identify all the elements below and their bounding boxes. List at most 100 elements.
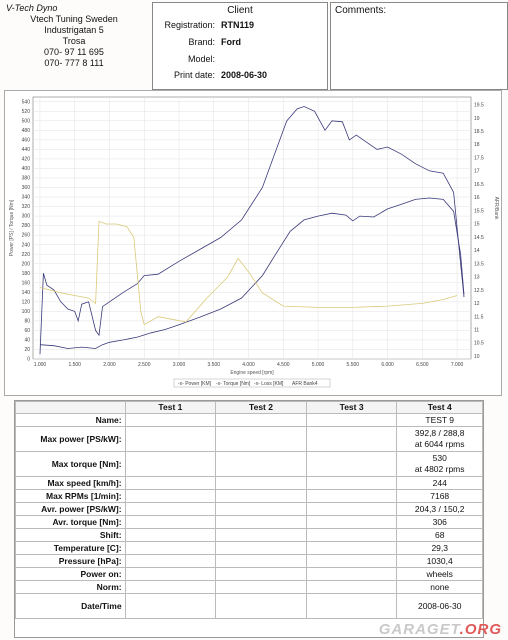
test3-cell	[305, 528, 398, 542]
test2-cell	[215, 502, 307, 516]
y-left-tick-label: 360	[22, 185, 31, 191]
series-line-0	[39, 106, 465, 355]
header-cell: Test 1	[124, 401, 217, 414]
print-date-row: Print date: 2008-06-30	[153, 70, 327, 82]
y-left-tick-label: 300	[22, 214, 31, 220]
test1-cell	[124, 451, 217, 477]
y-right-tick-label: 11.5	[474, 314, 484, 320]
test4-cell: wheels	[396, 567, 483, 581]
company-line: 070- 97 11 695	[44, 47, 104, 57]
test3-cell	[305, 502, 398, 516]
test3-cell	[305, 515, 398, 529]
test4-cell: 392,8 / 288,8 at 6044 rpms	[396, 426, 483, 452]
y-left-tick-label: 180	[22, 271, 31, 277]
x-tick-label: 5.500	[347, 362, 360, 368]
x-tick-label: 1.000	[34, 362, 47, 368]
y-right-tick-label: 17	[474, 169, 480, 175]
row-label: Date/Time	[15, 593, 126, 619]
test3-cell	[305, 413, 398, 427]
test1-cell	[124, 554, 217, 568]
legend-box	[173, 378, 331, 388]
row-label: Name:	[15, 413, 126, 427]
y-right-tick-label: 13.5	[474, 261, 484, 267]
test4-value: 204,3 / 150,2	[414, 503, 465, 514]
y-right-tick-label: 15	[474, 222, 480, 228]
test3-cell	[305, 580, 398, 594]
test4-value: 392,8 / 288,8	[414, 428, 465, 438]
y-left-tick-label: 400	[22, 166, 31, 172]
row-label: Max RPMs [1/min]:	[15, 489, 126, 503]
test3-cell	[305, 489, 398, 503]
x-tick-label: 3.500	[208, 362, 221, 368]
header-cell: Test 2	[215, 401, 307, 414]
test4-cell: TEST 9	[396, 413, 483, 427]
test4-value: 530	[432, 453, 447, 463]
table-row: Max torque [Nm]: 530 at 4802 rpms	[15, 451, 483, 477]
test4-subvalue: at 6044 rpms	[414, 439, 465, 449]
y-right-tick-label: 14	[474, 248, 480, 254]
series-line-1	[39, 197, 465, 349]
company-line: Trosa	[62, 36, 86, 46]
y-right-tick-label: 16	[474, 195, 480, 201]
header-cell	[15, 401, 126, 414]
client-header: Client	[227, 5, 253, 16]
row-label: Max speed [km/h]:	[15, 476, 126, 490]
model-label: Model:	[187, 54, 215, 64]
table-row: Temperature [C]: 29,3	[15, 541, 483, 555]
test4-value: 2008-06-30	[417, 600, 462, 611]
test4-value: 7168	[430, 490, 450, 501]
test3-cell	[305, 541, 398, 555]
x-tick-label: 6.000	[381, 362, 394, 368]
y-right-tick-label: 14.5	[474, 235, 484, 241]
x-tick-label: 4.500	[277, 362, 290, 368]
test3-cell	[305, 593, 398, 619]
test1-cell	[124, 528, 217, 542]
table-row: Shift: 68	[15, 528, 483, 542]
table-row: Pressure [hPa]: 1030,4	[15, 554, 483, 568]
test2-cell	[215, 580, 307, 594]
y-right-tick-label: 11	[474, 327, 479, 333]
table-row: Power on: wheels	[15, 567, 483, 581]
comments-box: Comments:	[330, 2, 508, 90]
y-left-tick-label: 240	[22, 242, 31, 248]
y-left-tick-label: 480	[22, 128, 31, 134]
y-left-tick-label: 420	[22, 157, 31, 163]
x-tick-label: 7.000	[451, 362, 464, 368]
legend-entry: -x- Torque [Nm]	[216, 381, 251, 387]
y-right-axis-label: AFR/Bank	[493, 197, 499, 220]
y-left-tick-label: 380	[22, 176, 31, 182]
y-left-tick-label: 100	[22, 309, 31, 315]
model-row: Model:	[153, 54, 327, 66]
test4-cell: 2008-06-30	[396, 593, 483, 619]
test2-cell	[215, 541, 307, 555]
company-line: 070- 777 8 111	[44, 58, 104, 68]
legend-entry: AFR Bank4	[292, 381, 318, 387]
y-right-tick-label: 18	[474, 142, 480, 148]
test4-cell: 29,3	[396, 541, 483, 555]
y-right-tick-label: 10.5	[474, 341, 484, 347]
test1-cell	[124, 502, 217, 516]
test1-cell	[124, 489, 217, 503]
test1-cell	[124, 413, 217, 427]
test2-cell	[215, 413, 307, 427]
row-label: Pressure [hPa]:	[15, 554, 126, 568]
y-left-tick-label: 60	[24, 328, 30, 334]
row-label: Avr. torque [Nm]:	[15, 515, 126, 529]
registration-value: RTN119	[221, 20, 255, 30]
test2-cell	[215, 489, 307, 503]
test3-cell	[305, 426, 398, 452]
y-left-tick-label: 460	[22, 137, 31, 143]
y-left-tick-label: 20	[24, 347, 30, 353]
watermark-logo: GARAGET.ORG	[379, 621, 502, 638]
row-label: Shift:	[15, 528, 126, 542]
test2-cell	[215, 426, 307, 452]
y-right-tick-label: 18.5	[474, 129, 484, 135]
test4-subvalue: at 4802 rpms	[414, 464, 465, 474]
y-left-tick-label: 440	[22, 147, 31, 153]
test4-value: 68	[434, 529, 445, 540]
y-right-tick-label: 19.5	[474, 103, 484, 109]
test2-cell	[215, 528, 307, 542]
test2-cell	[215, 476, 307, 490]
